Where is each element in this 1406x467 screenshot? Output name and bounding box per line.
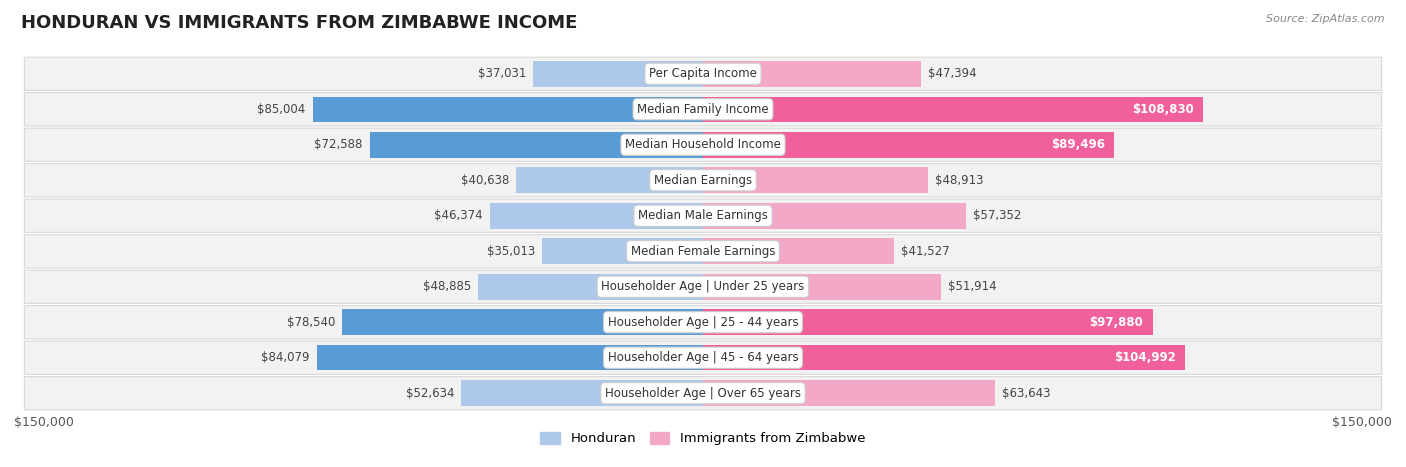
Text: $104,992: $104,992 bbox=[1114, 351, 1175, 364]
Text: $63,643: $63,643 bbox=[1002, 387, 1050, 400]
Text: $52,634: $52,634 bbox=[406, 387, 454, 400]
Text: Householder Age | 25 - 44 years: Householder Age | 25 - 44 years bbox=[607, 316, 799, 329]
Text: $46,374: $46,374 bbox=[434, 209, 484, 222]
Bar bbox=[703, 132, 1114, 157]
Bar bbox=[491, 203, 703, 228]
Bar bbox=[342, 310, 703, 335]
Bar bbox=[703, 381, 995, 406]
FancyBboxPatch shape bbox=[24, 128, 1382, 162]
Bar bbox=[516, 168, 703, 193]
Bar bbox=[312, 97, 703, 122]
Text: $57,352: $57,352 bbox=[973, 209, 1022, 222]
Text: $47,394: $47,394 bbox=[928, 67, 976, 80]
Text: $37,031: $37,031 bbox=[478, 67, 526, 80]
Text: $108,830: $108,830 bbox=[1132, 103, 1194, 116]
Bar bbox=[316, 345, 703, 370]
Text: $48,913: $48,913 bbox=[935, 174, 983, 187]
Text: Source: ZipAtlas.com: Source: ZipAtlas.com bbox=[1267, 14, 1385, 24]
FancyBboxPatch shape bbox=[24, 305, 1382, 339]
Text: $41,527: $41,527 bbox=[901, 245, 949, 258]
Text: $85,004: $85,004 bbox=[257, 103, 305, 116]
Bar bbox=[461, 381, 703, 406]
Bar bbox=[703, 345, 1185, 370]
Text: Householder Age | 45 - 64 years: Householder Age | 45 - 64 years bbox=[607, 351, 799, 364]
Text: $51,914: $51,914 bbox=[948, 280, 997, 293]
Text: Householder Age | Over 65 years: Householder Age | Over 65 years bbox=[605, 387, 801, 400]
Text: $89,496: $89,496 bbox=[1050, 138, 1105, 151]
Legend: Honduran, Immigrants from Zimbabwe: Honduran, Immigrants from Zimbabwe bbox=[536, 426, 870, 451]
Text: $150,000: $150,000 bbox=[14, 416, 75, 429]
Bar bbox=[703, 203, 966, 228]
Text: HONDURAN VS IMMIGRANTS FROM ZIMBABWE INCOME: HONDURAN VS IMMIGRANTS FROM ZIMBABWE INC… bbox=[21, 14, 578, 32]
Bar bbox=[703, 168, 928, 193]
Bar bbox=[703, 239, 894, 264]
FancyBboxPatch shape bbox=[24, 57, 1382, 91]
Text: $48,885: $48,885 bbox=[423, 280, 471, 293]
Text: Median Male Earnings: Median Male Earnings bbox=[638, 209, 768, 222]
Text: Householder Age | Under 25 years: Householder Age | Under 25 years bbox=[602, 280, 804, 293]
FancyBboxPatch shape bbox=[24, 199, 1382, 233]
FancyBboxPatch shape bbox=[24, 92, 1382, 126]
Bar bbox=[703, 61, 921, 86]
Text: Median Household Income: Median Household Income bbox=[626, 138, 780, 151]
Text: $84,079: $84,079 bbox=[262, 351, 309, 364]
Bar bbox=[703, 310, 1153, 335]
Text: Median Earnings: Median Earnings bbox=[654, 174, 752, 187]
Text: Median Family Income: Median Family Income bbox=[637, 103, 769, 116]
Bar bbox=[543, 239, 703, 264]
FancyBboxPatch shape bbox=[24, 270, 1382, 304]
FancyBboxPatch shape bbox=[24, 163, 1382, 197]
FancyBboxPatch shape bbox=[24, 376, 1382, 410]
FancyBboxPatch shape bbox=[24, 341, 1382, 375]
Bar bbox=[703, 97, 1204, 122]
Text: $40,638: $40,638 bbox=[461, 174, 509, 187]
Text: $72,588: $72,588 bbox=[315, 138, 363, 151]
Bar bbox=[703, 274, 942, 299]
Text: $78,540: $78,540 bbox=[287, 316, 336, 329]
Bar bbox=[533, 61, 703, 86]
Text: $150,000: $150,000 bbox=[1331, 416, 1392, 429]
Bar bbox=[478, 274, 703, 299]
Text: Per Capita Income: Per Capita Income bbox=[650, 67, 756, 80]
Text: $35,013: $35,013 bbox=[486, 245, 536, 258]
Text: Median Female Earnings: Median Female Earnings bbox=[631, 245, 775, 258]
FancyBboxPatch shape bbox=[24, 234, 1382, 268]
Bar bbox=[370, 132, 703, 157]
Text: $97,880: $97,880 bbox=[1090, 316, 1143, 329]
